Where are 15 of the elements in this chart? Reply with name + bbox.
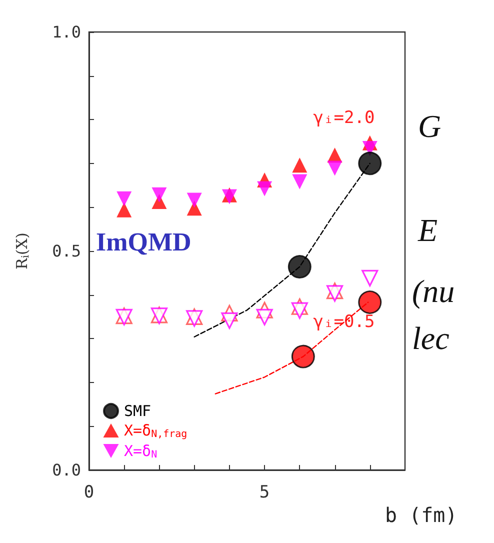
- y-tick-label: 1.0: [52, 22, 81, 42]
- x-axis-title: b (fm): [385, 503, 458, 527]
- annotation: γᵢ=0.5: [313, 312, 375, 332]
- annotation: γᵢ=2.0: [313, 108, 375, 128]
- text: lec: [412, 320, 450, 356]
- text: G: [418, 108, 442, 144]
- text: (nu: [412, 273, 455, 309]
- annotation: ImQMD: [96, 228, 192, 256]
- x-tick-label: 0: [84, 482, 94, 502]
- x-tick-label: 5: [259, 482, 270, 502]
- text: E: [417, 212, 438, 248]
- y-tick-label: 0.5: [52, 242, 81, 260]
- legend-label: SMF: [124, 402, 152, 420]
- y-tick-label: 0.0: [52, 460, 81, 480]
- y-axis-title: Ri(X): [13, 232, 32, 270]
